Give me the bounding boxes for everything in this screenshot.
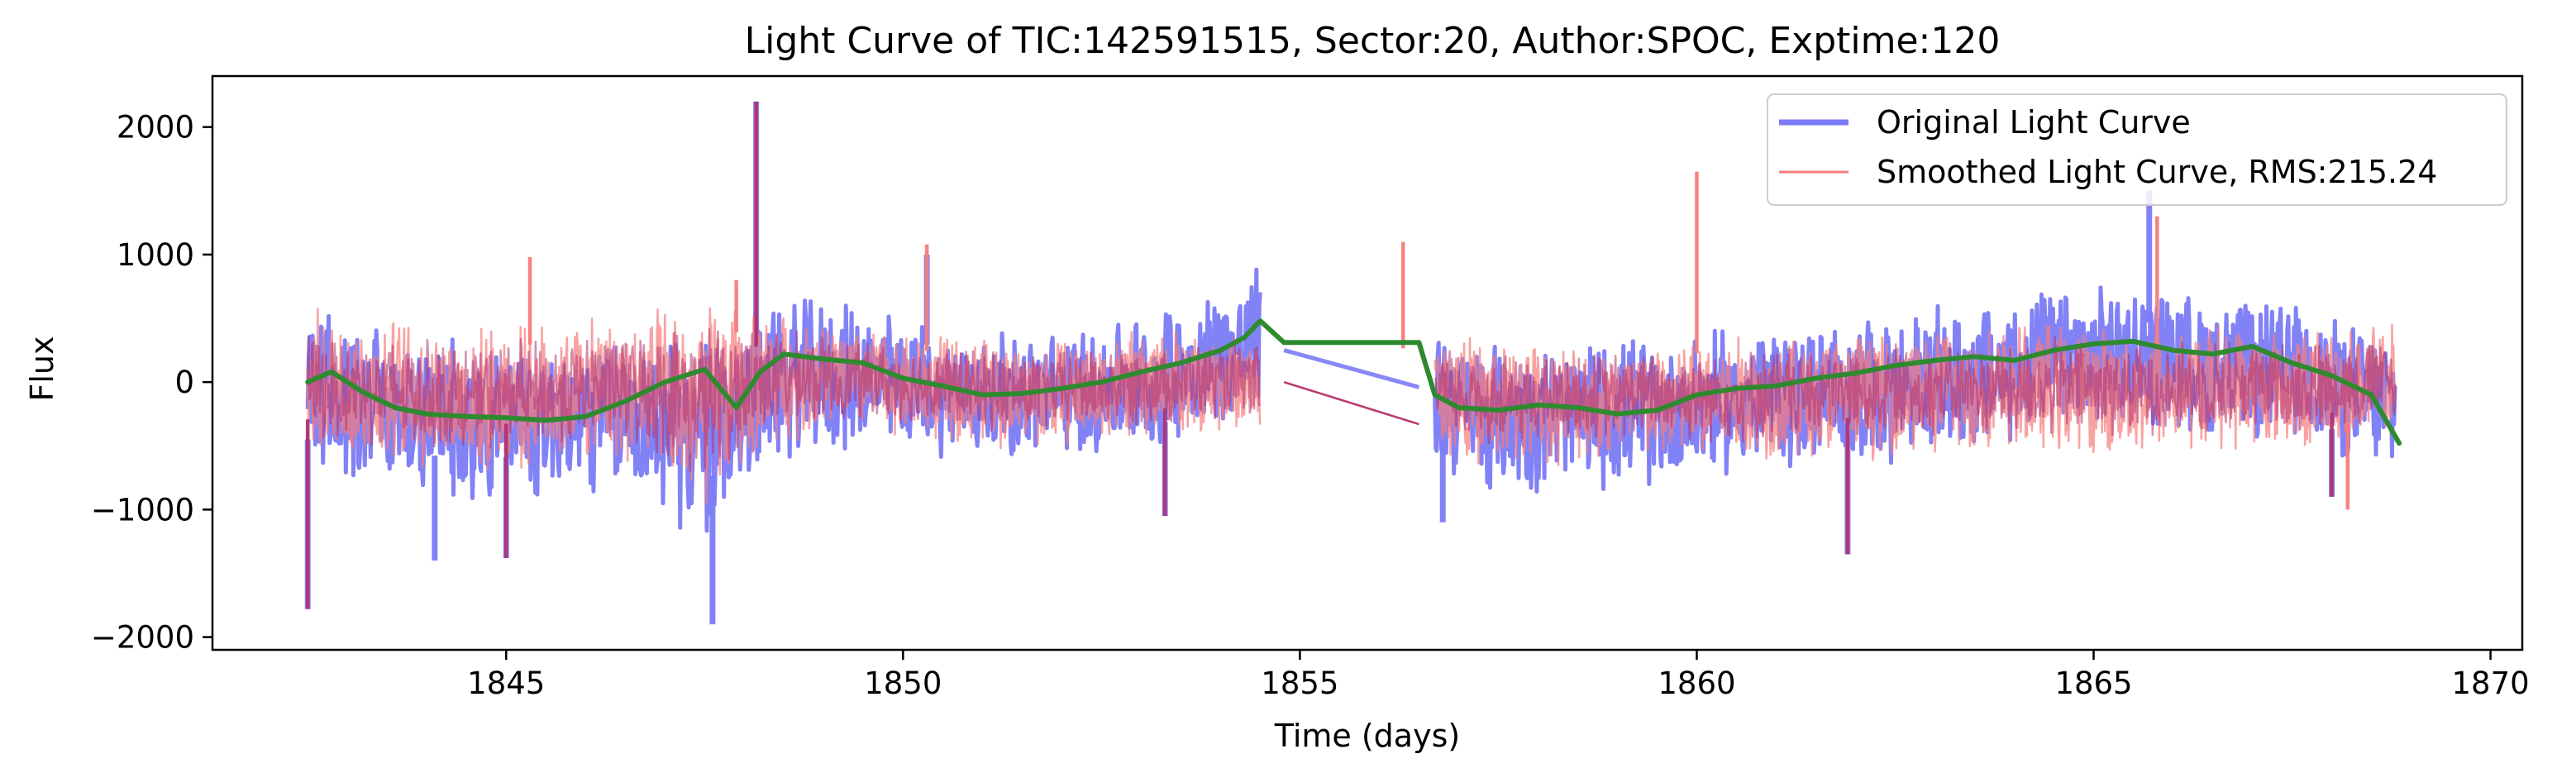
x-tick-label-1865: 1865: [2054, 666, 2132, 701]
x-tick-label-1845: 1845: [467, 666, 545, 701]
chart-title: Light Curve of TIC:142591515, Sector:20,…: [745, 20, 2001, 62]
x-tick-label-1855: 1855: [1261, 666, 1338, 701]
plot-area: [304, 101, 2402, 625]
x-tick-label-1850: 1850: [864, 666, 942, 701]
y-tick-label--2000: −2000: [91, 620, 194, 656]
y-tick-label-1000: 1000: [117, 237, 194, 273]
x-axis-label: Time (days): [1274, 718, 1460, 754]
y-axis-label: Flux: [24, 336, 60, 402]
x-tick-label-1860: 1860: [1658, 666, 1735, 701]
legend-box: [1767, 93, 2507, 206]
y-tick-label--1000: −1000: [91, 492, 194, 527]
axis-ticks: 1845 1850 1855 1860 1865 1870 −2000 −1000 0 1000 2…: [91, 110, 2530, 701]
plot-frame: [211, 74, 2524, 652]
x-tick-label-1870: 1870: [2452, 666, 2530, 701]
series-0-gap-bridge: [1283, 348, 1420, 389]
legend: Original Light Curve Smoothed Light Curv…: [1767, 93, 2507, 206]
series-2-gap-bridge: [1283, 380, 1419, 426]
y-tick-label-0: 0: [174, 365, 194, 400]
legend-label-original: Original Light Curve: [1877, 104, 2191, 141]
legend-label-smoothed: Smoothed Light Curve, RMS:215.24: [1877, 154, 2437, 190]
series-2-line-segment-1: [1433, 336, 2397, 445]
y-tick-label-2000: 2000: [117, 110, 194, 146]
trend-line: [305, 318, 2402, 446]
